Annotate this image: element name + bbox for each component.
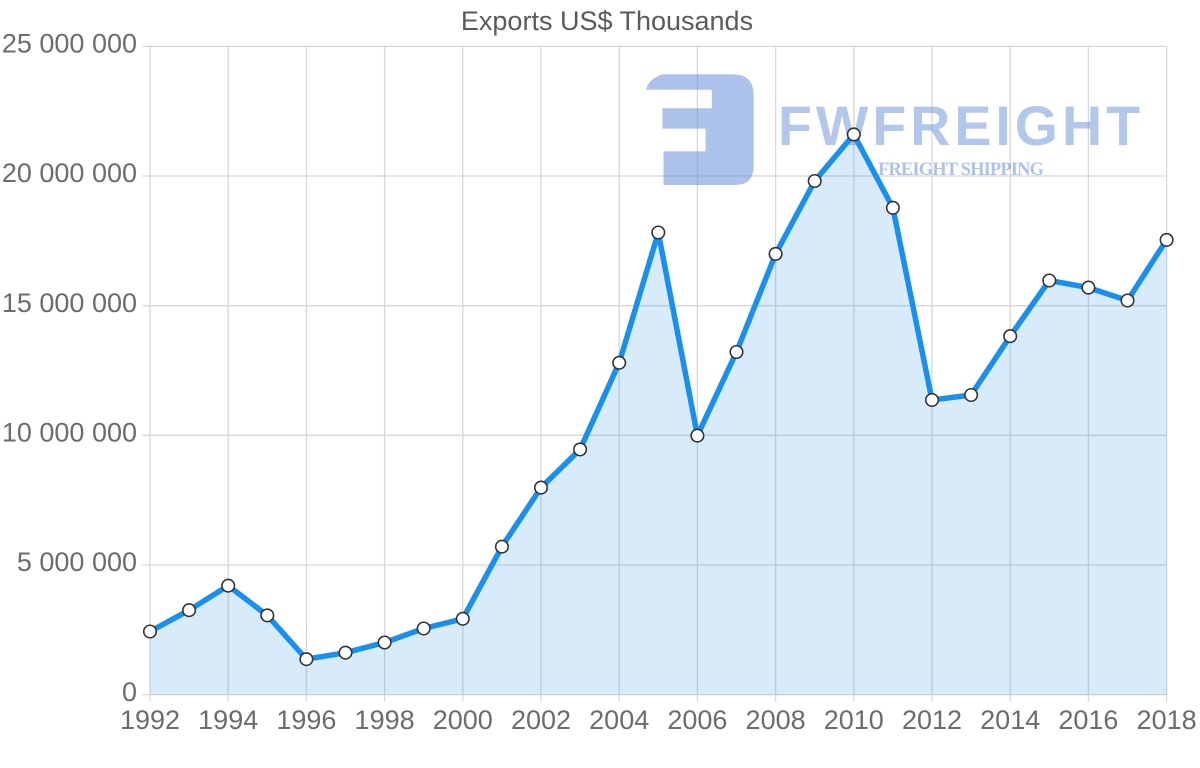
svg-text:1992: 1992 bbox=[120, 705, 180, 735]
svg-text:2008: 2008 bbox=[746, 705, 806, 735]
svg-text:5 000 000: 5 000 000 bbox=[17, 547, 137, 577]
svg-text:15 000 000: 15 000 000 bbox=[2, 288, 137, 318]
svg-text:2010: 2010 bbox=[824, 705, 884, 735]
svg-text:20 000 000: 20 000 000 bbox=[2, 158, 137, 188]
svg-text:2002: 2002 bbox=[511, 705, 571, 735]
svg-text:FREIGHT SHIPPING: FREIGHT SHIPPING bbox=[878, 160, 1044, 180]
svg-text:2006: 2006 bbox=[667, 705, 727, 735]
svg-text:FWFREIGHT: FWFREIGHT bbox=[778, 95, 1140, 157]
svg-text:10 000 000: 10 000 000 bbox=[2, 418, 137, 448]
svg-text:1996: 1996 bbox=[276, 705, 336, 735]
svg-text:2016: 2016 bbox=[1058, 705, 1118, 735]
svg-text:2004: 2004 bbox=[589, 705, 649, 735]
svg-text:25 000 000: 25 000 000 bbox=[2, 29, 137, 59]
svg-text:1998: 1998 bbox=[355, 705, 415, 735]
svg-text:2014: 2014 bbox=[980, 705, 1040, 735]
svg-text:2012: 2012 bbox=[902, 705, 962, 735]
svg-text:2018: 2018 bbox=[1137, 705, 1197, 735]
svg-text:Exports US$ Thousands: Exports US$ Thousands bbox=[461, 6, 753, 36]
svg-text:0: 0 bbox=[122, 677, 137, 707]
svg-text:2000: 2000 bbox=[433, 705, 493, 735]
svg-text:1994: 1994 bbox=[198, 705, 258, 735]
